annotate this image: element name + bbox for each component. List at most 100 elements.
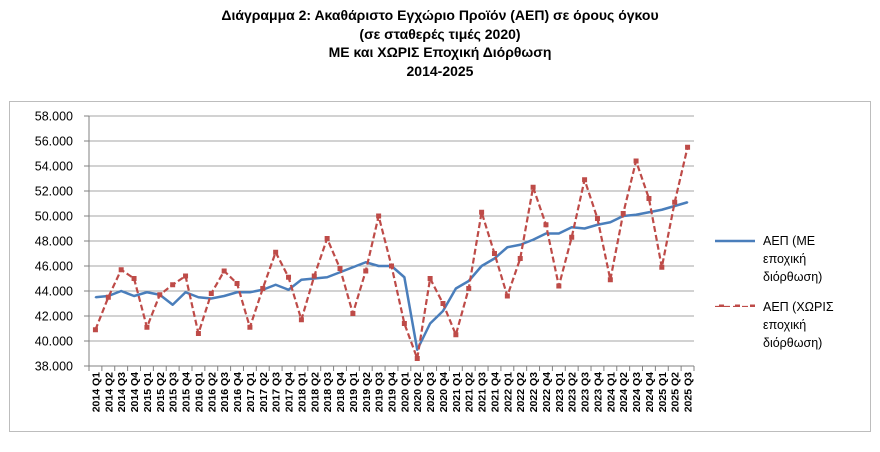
y-tick-label: 50.000	[35, 210, 73, 224]
x-tick-label: 2018 Q3	[322, 372, 334, 412]
x-tick-label: 2023 Q3	[580, 372, 592, 412]
x-tick-label: 2014 Q4	[129, 372, 141, 412]
data-point-not-adjusted	[234, 281, 240, 286]
data-point-adjusted	[583, 227, 586, 230]
data-point-adjusted	[236, 291, 238, 294]
x-tick-label: 2014 Q1	[90, 372, 102, 412]
x-tick-label: 2020 Q1	[399, 372, 411, 412]
data-point-not-adjusted	[170, 282, 176, 288]
x-tick-label: 2025 Q3	[683, 372, 695, 412]
chart-subtitle-3: 2014-2025	[406, 62, 474, 79]
x-tick-label: 2019 Q2	[361, 372, 373, 412]
chart-subtitle-1: (σε σταθερές τιμές 2020)	[359, 25, 521, 42]
data-point-adjusted	[416, 348, 419, 351]
data-point-adjusted	[223, 295, 225, 297]
y-tick-label: 40.000	[35, 335, 73, 349]
data-point-not-adjusted	[298, 317, 304, 323]
x-tick-label: 2022 Q3	[528, 372, 540, 412]
data-point-adjusted	[352, 266, 354, 269]
data-point-not-adjusted	[157, 292, 163, 298]
data-point-not-adjusted	[453, 332, 459, 338]
data-point-not-adjusted	[401, 321, 407, 326]
x-tick-label: 2018 Q2	[309, 372, 321, 412]
data-point-adjusted	[120, 290, 122, 292]
y-tick-label: 44.000	[35, 285, 73, 299]
data-point-adjusted	[403, 276, 406, 279]
data-point-not-adjusted	[92, 327, 98, 333]
data-point-not-adjusted	[183, 273, 189, 279]
data-point-not-adjusted	[530, 184, 536, 190]
x-tick-label: 2017 Q2	[258, 372, 270, 412]
x-tick-label: 2018 Q1	[296, 372, 308, 412]
data-point-not-adjusted	[389, 263, 394, 269]
data-point-not-adjusted	[286, 274, 292, 280]
data-point-not-adjusted	[350, 311, 356, 316]
data-point-not-adjusted	[440, 301, 446, 306]
chart-title: Διάγραμμα 2: Ακαθάριστο Εγχώριο Προϊόν (…	[221, 7, 659, 23]
data-point-adjusted	[455, 287, 457, 290]
data-point-not-adjusted	[337, 266, 343, 271]
data-point-not-adjusted	[556, 283, 562, 289]
legend-label-line: εποχική	[763, 252, 807, 266]
data-point-not-adjusted	[414, 356, 420, 361]
data-point-not-adjusted	[672, 199, 678, 205]
data-point-not-adjusted	[221, 268, 227, 274]
data-point-adjusted	[532, 238, 534, 241]
data-point-not-adjusted	[504, 293, 510, 299]
data-point-not-adjusted	[479, 209, 485, 215]
y-tick-label: 48.000	[35, 235, 73, 249]
y-tick-label: 38.000	[35, 360, 73, 374]
legend-item-seasonally-adjusted: ΑΕΠ (ΜΕ εποχική διόρθωση)	[715, 232, 865, 292]
x-tick-label: 2014 Q3	[116, 372, 128, 412]
y-tick-label: 56.000	[35, 135, 73, 149]
data-point-not-adjusted	[491, 251, 497, 256]
x-tick-label: 2015 Q4	[181, 372, 193, 412]
data-point-adjusted	[377, 265, 380, 267]
data-point-not-adjusted	[427, 276, 433, 281]
data-point-not-adjusted	[324, 236, 330, 241]
data-point-adjusted	[300, 278, 303, 281]
data-point-not-adjusted	[594, 216, 600, 221]
legend-label-line: ΑΕΠ (ΧΩΡΙΣ	[763, 300, 834, 314]
data-point-not-adjusted	[376, 213, 382, 219]
data-point-adjusted	[519, 243, 522, 246]
data-point-not-adjusted	[247, 324, 253, 330]
x-tick-label: 2022 Q4	[541, 372, 553, 412]
data-point-not-adjusted	[659, 264, 665, 270]
x-tick-label: 2017 Q3	[271, 372, 283, 412]
chart-subtitle-2: ΜΕ και ΧΩΡΙΣ Εποχική Διόρθωση	[328, 44, 552, 60]
x-tick-label: 2017 Q1	[245, 372, 257, 412]
legend-label-line: εποχική	[763, 318, 807, 332]
data-point-not-adjusted	[131, 276, 137, 281]
chart-title-block: Διάγραμμα 2: Ακαθάριστο Εγχώριο Προϊόν (…	[0, 6, 880, 80]
x-tick-label: 2015 Q1	[142, 372, 154, 412]
data-point-adjusted	[429, 322, 431, 325]
data-point-not-adjusted	[582, 177, 588, 183]
x-tick-label: 2017 Q4	[284, 372, 296, 412]
data-point-adjusted	[274, 283, 277, 286]
data-point-adjusted	[545, 232, 547, 235]
x-tick-label: 2023 Q4	[592, 372, 604, 412]
x-tick-label: 2020 Q2	[412, 372, 424, 412]
data-point-adjusted	[197, 296, 200, 299]
x-tick-label: 2025 Q1	[657, 372, 669, 412]
x-tick-label: 2022 Q1	[502, 372, 514, 412]
data-point-not-adjusted	[195, 331, 201, 336]
x-tick-label: 2021 Q2	[464, 372, 476, 412]
x-tick-label: 2025 Q2	[670, 372, 682, 412]
data-point-adjusted	[249, 291, 251, 294]
data-point-not-adjusted	[118, 267, 124, 273]
legend-item-not-adjusted: ΑΕΠ (ΧΩΡΙΣ εποχική διόρθωση)	[715, 298, 865, 358]
data-point-adjusted	[686, 201, 689, 204]
x-tick-label: 2016 Q2	[206, 372, 218, 412]
x-tick-label: 2016 Q3	[219, 372, 231, 412]
data-point-adjusted	[184, 291, 187, 294]
y-tick-label: 42.000	[35, 310, 73, 324]
x-tick-label: 2021 Q3	[477, 372, 489, 412]
data-point-not-adjusted	[646, 196, 652, 201]
x-tick-label: 2018 Q4	[335, 372, 347, 412]
data-point-adjusted	[480, 265, 483, 267]
data-point-not-adjusted	[633, 158, 639, 164]
data-point-not-adjusted	[620, 211, 626, 216]
